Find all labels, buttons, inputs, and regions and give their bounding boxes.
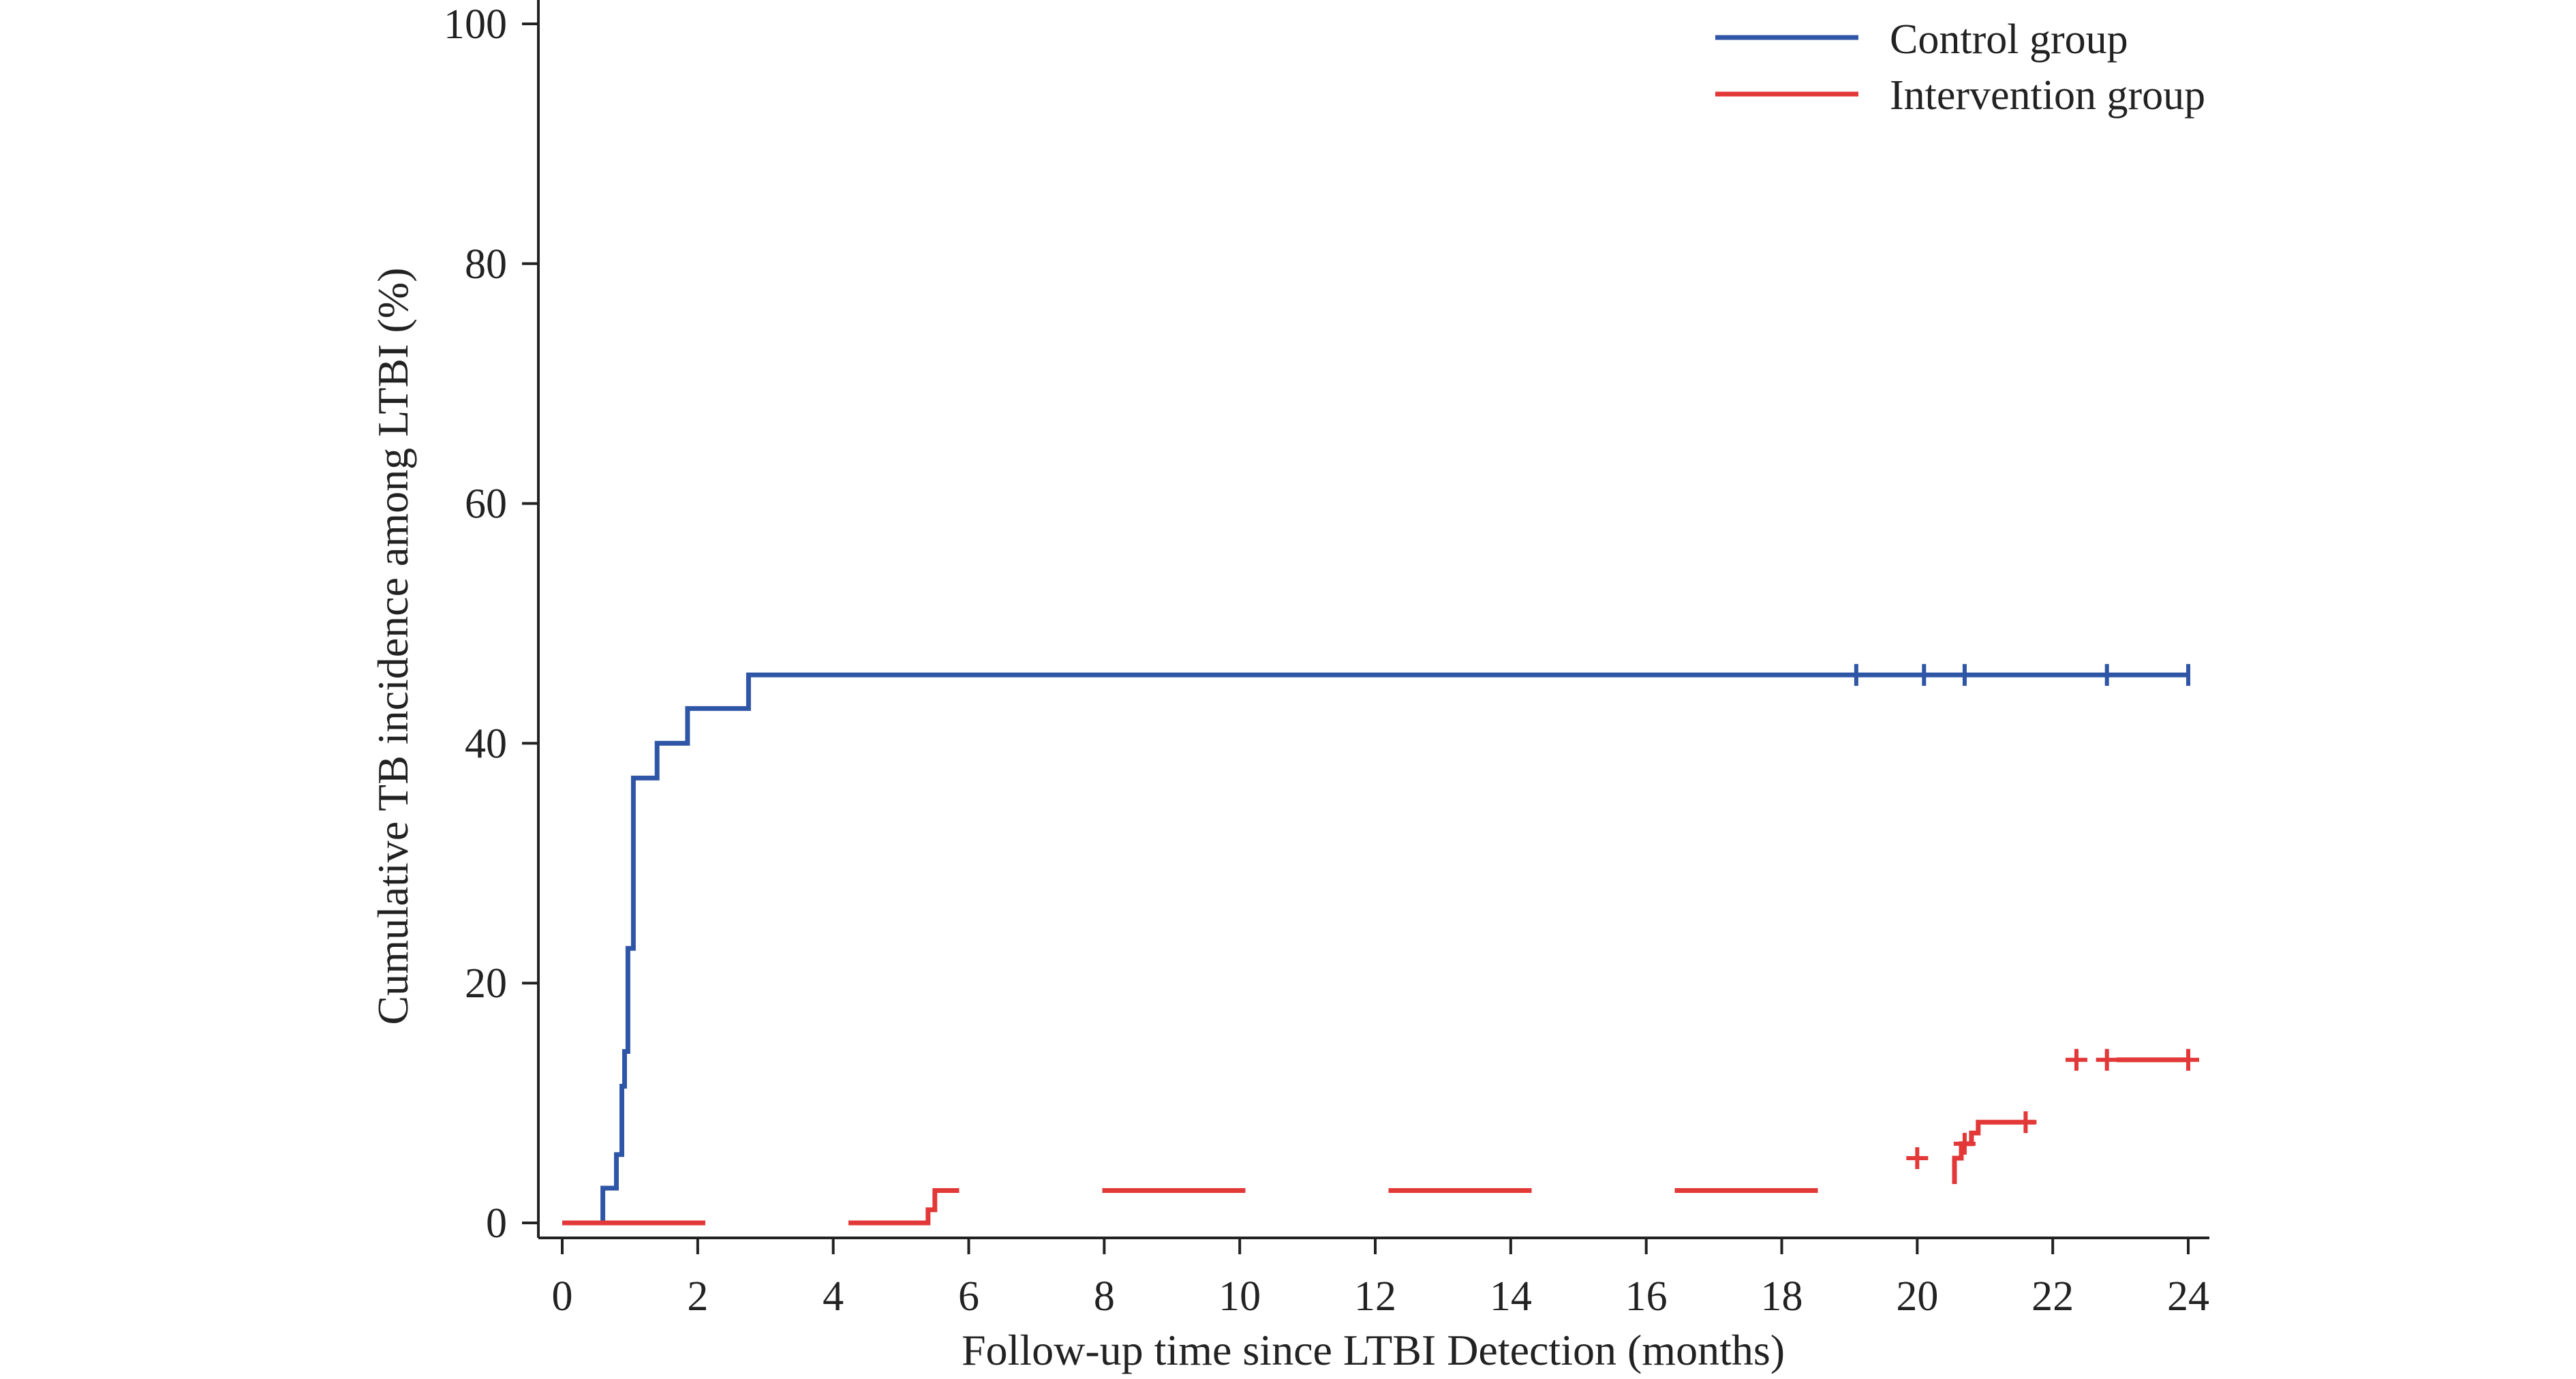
control-group-line bbox=[600, 672, 2188, 1223]
x-axis-title: Follow-up time since LTBI Detection (mon… bbox=[962, 1326, 1785, 1374]
y-tick-label: 40 bbox=[465, 721, 507, 767]
censor-mark bbox=[2177, 1048, 2199, 1071]
legend-label-control: Control group bbox=[1890, 16, 2128, 63]
x-tick-label: 16 bbox=[1625, 1273, 1668, 1320]
censor-mark bbox=[2065, 1048, 2087, 1071]
x-tick-label: 12 bbox=[1354, 1273, 1396, 1320]
x-tick-label: 8 bbox=[1094, 1273, 1115, 1320]
y-axis-ticks: 0 20 40 60 80 100 bbox=[444, 1, 538, 1247]
legend-label-intervention: Intervention group bbox=[1890, 72, 2205, 119]
censor-mark bbox=[2096, 1048, 2118, 1071]
x-tick-label: 0 bbox=[552, 1273, 573, 1320]
y-tick-label: 100 bbox=[444, 1, 507, 48]
x-tick-label: 20 bbox=[1896, 1273, 1938, 1320]
y-tick-label: 20 bbox=[465, 960, 507, 1007]
x-tick-label: 22 bbox=[2031, 1273, 2074, 1320]
y-tick-label: 60 bbox=[465, 481, 507, 528]
censor-mark bbox=[2014, 1111, 2037, 1134]
x-tick-label: 6 bbox=[958, 1273, 979, 1320]
censor-mark bbox=[1953, 1132, 1976, 1155]
legend: Control group Intervention group bbox=[1715, 16, 2205, 119]
x-tick-label: 24 bbox=[2167, 1273, 2209, 1320]
x-axis-ticks: 0 2 4 6 8 10 12 14 16 18 20 22 24 bbox=[552, 1238, 2209, 1320]
x-tick-label: 10 bbox=[1218, 1273, 1261, 1320]
series-layer bbox=[562, 664, 2199, 1226]
y-tick-label: 80 bbox=[465, 241, 507, 288]
y-tick-label: 0 bbox=[486, 1200, 507, 1247]
intervention-group-line bbox=[562, 1057, 2188, 1226]
x-tick-label: 2 bbox=[687, 1273, 708, 1320]
censor-mark bbox=[1906, 1147, 1929, 1170]
x-tick-label: 14 bbox=[1490, 1273, 1532, 1320]
x-tick-label: 4 bbox=[823, 1273, 844, 1320]
y-axis-title: Cumulative TB incidence among LTBI (%) bbox=[369, 268, 417, 1025]
x-tick-label: 18 bbox=[1761, 1273, 1803, 1320]
